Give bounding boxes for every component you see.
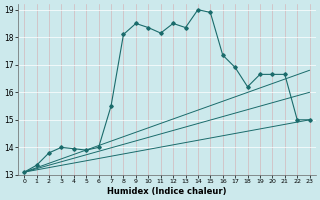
X-axis label: Humidex (Indice chaleur): Humidex (Indice chaleur) bbox=[107, 187, 227, 196]
